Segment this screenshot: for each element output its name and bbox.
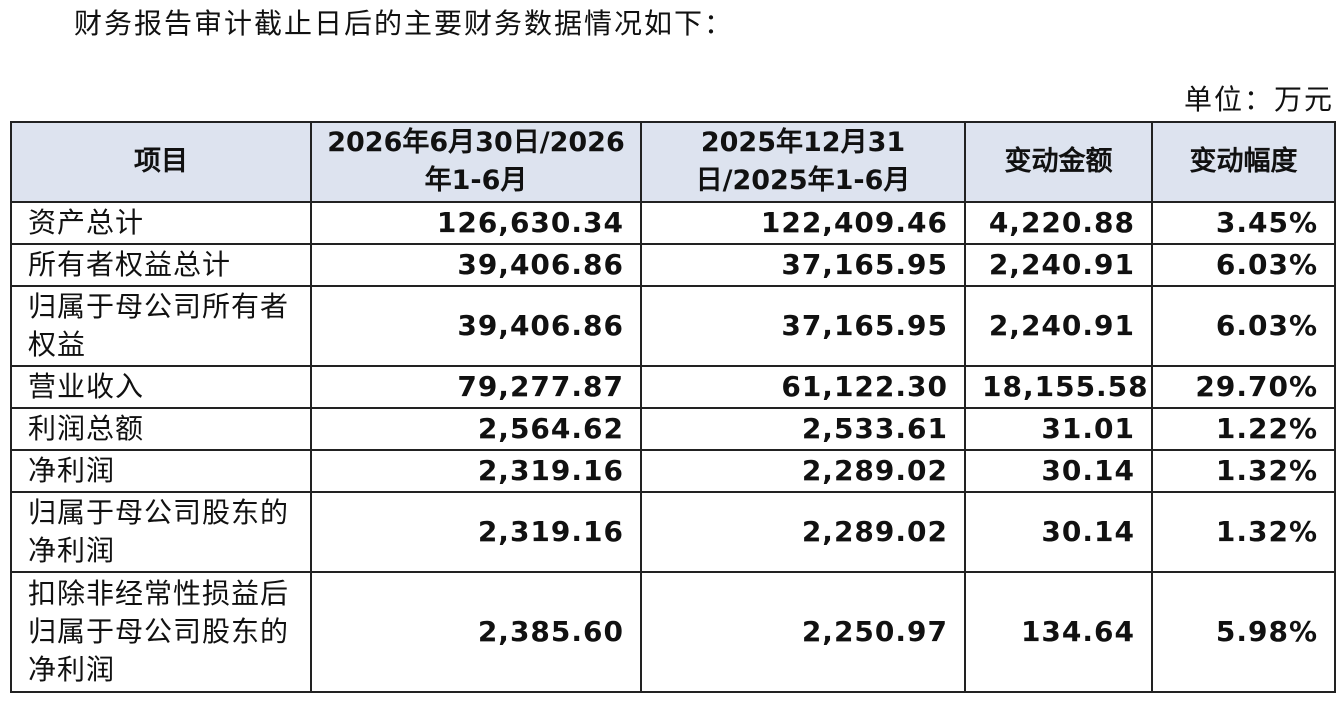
row-label: 营业收入: [10, 365, 312, 409]
table-row: 资产总计 126,630.34 122,409.46 4,220.88 3.45…: [10, 201, 1336, 245]
prior-value: 2,533.61: [640, 407, 966, 451]
row-label: 净利润: [10, 449, 312, 493]
change-amount: 2,240.91: [964, 243, 1153, 287]
table-row: 所有者权益总计 39,406.86 37,165.95 2,240.91 6.0…: [10, 243, 1336, 287]
change-amount: 4,220.88: [964, 201, 1153, 245]
prior-value: 61,122.30: [640, 365, 966, 409]
intro-text: 财务报告审计截止日后的主要财务数据情况如下：: [74, 7, 735, 40]
header-current-period: 2026年6月30日/2026年1-6月: [310, 121, 642, 203]
header-item: 项目: [10, 121, 312, 203]
current-value: 39,406.86: [310, 285, 642, 367]
change-rate: 29.70%: [1151, 365, 1336, 409]
change-rate: 1.32%: [1151, 449, 1336, 493]
change-amount: 31.01: [964, 407, 1153, 451]
change-amount: 18,155.58: [964, 365, 1153, 409]
header-prior-period: 2025年12月31日/2025年1-6月: [640, 121, 966, 203]
row-label: 资产总计: [10, 201, 312, 245]
current-value: 2,385.60: [310, 571, 642, 693]
change-amount: 2,240.91: [964, 285, 1153, 367]
change-amount: 30.14: [964, 449, 1153, 493]
current-value: 126,630.34: [310, 201, 642, 245]
change-rate: 1.32%: [1151, 491, 1336, 573]
row-label: 归属于母公司股东的净利润: [10, 491, 312, 573]
financial-data-table: 项目 2026年6月30日/2026年1-6月 2025年12月31日/2025…: [10, 121, 1336, 693]
table-row: 净利润 2,319.16 2,289.02 30.14 1.32%: [10, 449, 1336, 493]
current-value: 39,406.86: [310, 243, 642, 287]
change-rate: 1.22%: [1151, 407, 1336, 451]
table-row: 利润总额 2,564.62 2,533.61 31.01 1.22%: [10, 407, 1336, 451]
change-rate: 6.03%: [1151, 285, 1336, 367]
row-label: 归属于母公司所有者权益: [10, 285, 312, 367]
table-row: 归属于母公司股东的净利润 2,319.16 2,289.02 30.14 1.3…: [10, 491, 1336, 573]
change-amount: 30.14: [964, 491, 1153, 573]
current-value: 79,277.87: [310, 365, 642, 409]
change-amount: 134.64: [964, 571, 1153, 693]
row-label: 扣除非经常性损益后归属于母公司股东的净利润: [10, 571, 312, 693]
change-rate: 3.45%: [1151, 201, 1336, 245]
table-row: 扣除非经常性损益后归属于母公司股东的净利润 2,385.60 2,250.97 …: [10, 571, 1336, 693]
prior-value: 122,409.46: [640, 201, 966, 245]
table-row: 营业收入 79,277.87 61,122.30 18,155.58 29.70…: [10, 365, 1336, 409]
change-rate: 5.98%: [1151, 571, 1336, 693]
row-label: 利润总额: [10, 407, 312, 451]
prior-value: 37,165.95: [640, 243, 966, 287]
change-rate: 6.03%: [1151, 243, 1336, 287]
unit-label: 单位：万元: [1183, 83, 1334, 116]
prior-value: 2,250.97: [640, 571, 966, 693]
current-value: 2,319.16: [310, 449, 642, 493]
header-change-rate: 变动幅度: [1151, 121, 1336, 203]
prior-value: 37,165.95: [640, 285, 966, 367]
prior-value: 2,289.02: [640, 491, 966, 573]
table-header-row: 项目 2026年6月30日/2026年1-6月 2025年12月31日/2025…: [10, 121, 1336, 203]
current-value: 2,564.62: [310, 407, 642, 451]
table-row: 归属于母公司所有者权益 39,406.86 37,165.95 2,240.91…: [10, 285, 1336, 367]
header-change-amount: 变动金额: [964, 121, 1153, 203]
current-value: 2,319.16: [310, 491, 642, 573]
prior-value: 2,289.02: [640, 449, 966, 493]
row-label: 所有者权益总计: [10, 243, 312, 287]
